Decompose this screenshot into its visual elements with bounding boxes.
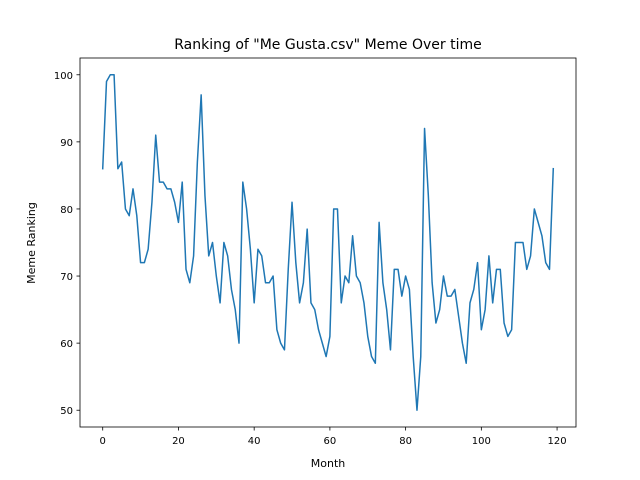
y-tick-label: 50: [60, 406, 73, 417]
y-tick-label: 80: [60, 205, 73, 216]
x-tick-label: 0: [100, 436, 106, 447]
y-axis-label: Meme Ranking: [25, 202, 38, 284]
chart-title: Ranking of "Me Gusta.csv" Meme Over time: [174, 37, 481, 53]
y-tick-label: 90: [60, 138, 73, 149]
x-tick-label: 40: [248, 436, 261, 447]
plot-area: 0 20 40 60 80 100 120 50 60 70 80 90 100: [54, 57, 577, 447]
x-tick-label: 100: [472, 436, 491, 447]
x-axis-label: Month: [311, 457, 346, 470]
axes-frame: [79, 57, 577, 428]
x-tick-label: 120: [548, 436, 567, 447]
y-tick-label: 100: [54, 71, 73, 82]
y-tick-label: 70: [60, 272, 73, 283]
x-tick-label: 80: [399, 436, 412, 447]
y-tick-label: 60: [60, 339, 73, 350]
series-line: [101, 74, 555, 411]
x-tick-label: 20: [172, 436, 185, 447]
x-tick-label: 60: [324, 436, 337, 447]
